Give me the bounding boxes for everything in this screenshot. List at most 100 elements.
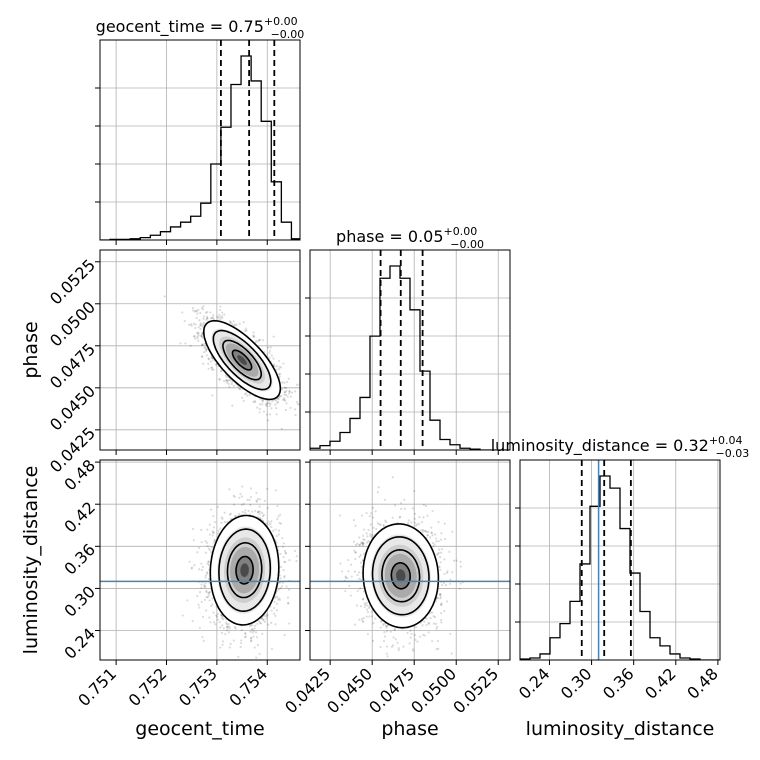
sample-point xyxy=(219,318,222,321)
sample-point xyxy=(288,390,291,393)
sample-point xyxy=(255,500,258,503)
sample-point xyxy=(269,402,272,405)
sample-point xyxy=(434,622,438,626)
sample-point xyxy=(221,311,224,314)
sample-point xyxy=(200,335,203,338)
sample-point xyxy=(277,588,281,591)
sample-point xyxy=(252,635,255,638)
x-tick-label-luminosity_distance-2: 0.36 xyxy=(599,664,638,703)
sample-point xyxy=(193,335,196,338)
density-content xyxy=(338,476,464,658)
sample-point xyxy=(207,367,210,370)
sample-point xyxy=(220,521,223,524)
sample-point xyxy=(209,311,212,314)
sample-point xyxy=(263,620,266,623)
sample-point xyxy=(431,509,434,513)
sample-point xyxy=(391,644,394,647)
sample-point xyxy=(238,496,241,499)
sample-point xyxy=(272,335,275,338)
sample-point xyxy=(227,623,230,626)
sample-point xyxy=(281,545,284,548)
sample-point xyxy=(229,322,232,325)
sample-point xyxy=(242,502,245,506)
sample-point xyxy=(199,323,202,326)
sample-point xyxy=(228,513,232,516)
sample-point xyxy=(205,354,208,357)
sample-point xyxy=(227,379,230,382)
sample-point xyxy=(283,574,286,578)
sample-point xyxy=(254,401,257,404)
sample-point xyxy=(225,379,228,382)
sample-point xyxy=(198,591,202,594)
sample-point xyxy=(230,382,233,386)
sample-point xyxy=(282,555,285,559)
sample-point xyxy=(275,407,278,410)
sample-point xyxy=(203,585,207,588)
sample-point xyxy=(358,543,361,546)
sample-point xyxy=(429,611,432,614)
sample-point xyxy=(249,487,253,490)
sample-point xyxy=(226,626,229,629)
sample-point xyxy=(252,331,255,334)
sample-point xyxy=(413,489,416,493)
sample-point xyxy=(274,403,277,406)
sample-point xyxy=(206,317,209,320)
sample-point xyxy=(200,528,203,531)
sample-point xyxy=(278,368,281,371)
sample-point xyxy=(270,609,273,612)
sample-point xyxy=(200,586,203,589)
sample-point xyxy=(207,358,211,361)
sample-point xyxy=(283,549,287,553)
sample-point xyxy=(276,598,279,601)
sample-point xyxy=(192,527,195,531)
title-phase: phase = 0.05+0.00 −0.00 xyxy=(336,225,484,251)
sample-point xyxy=(193,310,196,313)
sample-point xyxy=(283,398,286,401)
sample-point xyxy=(209,508,213,511)
sample-point xyxy=(190,567,193,570)
sample-point xyxy=(219,370,222,373)
sample-point xyxy=(225,629,229,632)
sample-point xyxy=(233,495,236,498)
sample-point xyxy=(283,386,286,389)
x-tick-label-geocent_time-0: 0.751 xyxy=(74,664,120,710)
sample-point xyxy=(197,339,200,343)
histogram-phase xyxy=(310,265,510,450)
sample-point xyxy=(193,564,196,567)
sample-point xyxy=(223,511,226,514)
sample-point xyxy=(181,614,184,617)
sample-point xyxy=(251,631,254,634)
sample-point xyxy=(207,560,210,563)
sample-point xyxy=(281,381,284,384)
sample-point xyxy=(214,521,217,524)
sample-point xyxy=(267,520,270,523)
sample-point xyxy=(274,489,277,492)
sample-point xyxy=(202,315,205,318)
sample-point xyxy=(435,627,438,630)
sample-point xyxy=(263,499,266,502)
sample-point xyxy=(289,395,293,398)
title-geocent-time-prefix: geocent_time = 0.75 xyxy=(96,17,264,37)
sample-point xyxy=(256,643,260,647)
sample-point xyxy=(277,401,280,404)
sample-point xyxy=(201,308,204,311)
sample-point xyxy=(238,387,242,390)
sample-point xyxy=(194,323,197,326)
sample-point xyxy=(229,642,232,646)
sample-point xyxy=(273,600,276,603)
sample-point xyxy=(211,358,215,361)
sample-point xyxy=(261,339,264,342)
sample-point xyxy=(217,612,220,616)
sample-point xyxy=(197,326,200,329)
sample-point xyxy=(225,379,228,382)
sample-point xyxy=(270,525,273,529)
sample-point xyxy=(200,334,204,338)
sample-point xyxy=(201,332,204,335)
sample-point xyxy=(196,331,199,334)
sample-point xyxy=(252,335,255,339)
sample-point xyxy=(188,560,191,563)
sample-point xyxy=(211,531,215,534)
sample-point xyxy=(266,613,269,616)
sample-point xyxy=(249,640,252,643)
